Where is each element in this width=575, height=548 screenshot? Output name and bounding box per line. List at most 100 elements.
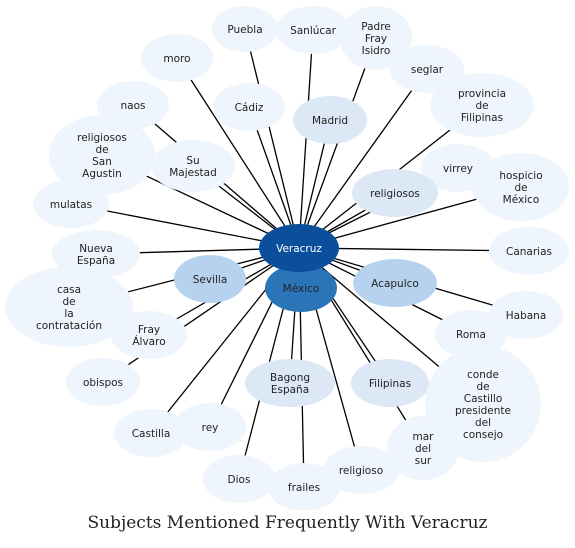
node-seglar-bubble — [390, 45, 464, 93]
node-rey-bubble — [174, 403, 246, 451]
node-roma: Roma — [435, 310, 507, 358]
node-religioso-bubble — [323, 446, 399, 494]
node-mulatas-label: mulatas — [50, 199, 92, 211]
node-habana: Habana — [489, 291, 563, 339]
node-rey-label: rey — [202, 422, 219, 434]
node-moro: moro — [141, 34, 213, 82]
node-mexico-bubble — [265, 264, 337, 312]
node-acapulco: Acapulco — [353, 259, 437, 307]
node-fray-alvaro-label: Fray Álvaro — [132, 324, 165, 348]
node-moro-label: moro — [163, 53, 190, 65]
node-rey: rey — [174, 403, 246, 451]
node-provincia-de-filipinas-bubble — [430, 73, 534, 137]
diagram-title: Subjects Mentioned Frequently With Verac… — [87, 513, 488, 533]
node-hospicio-de-mexico-bubble — [473, 153, 569, 221]
node-casa-de-la-contratacion-bubble — [5, 267, 133, 347]
node-filipinas-bubble — [351, 359, 429, 407]
node-acapulco-label: Acapulco — [371, 278, 419, 290]
node-center-label: Veracruz — [276, 243, 322, 255]
node-filipinas-label: Filipinas — [369, 378, 411, 390]
node-sevilla: Sevilla — [174, 255, 246, 303]
node-religioso: religioso — [323, 446, 399, 494]
node-puebla-label: Puebla — [227, 24, 262, 36]
node-su-majestad: Su Majestad — [151, 140, 235, 192]
node-habana-label: Habana — [506, 310, 547, 322]
edge-veracruz-obispos — [102, 247, 300, 383]
node-sanlucar-label: Sanlúcar — [290, 25, 337, 37]
node-canarias: Canarias — [489, 227, 569, 275]
node-habana-bubble — [489, 291, 563, 339]
node-provincia-de-filipinas-label: provincia de Filipinas — [458, 88, 506, 124]
node-castilla-label: Castilla — [132, 428, 171, 440]
node-canarias-bubble — [489, 227, 569, 275]
node-mexico-label: México — [283, 283, 320, 295]
node-padre-fray-isidro-label: Padre Fray Isidro — [361, 21, 391, 57]
node-mulatas: mulatas — [33, 180, 109, 228]
node-moro-bubble — [141, 34, 213, 82]
edge-veracruz-moro — [176, 57, 300, 249]
node-religioso-label: religioso — [339, 465, 383, 477]
node-su-majestad-label: Su Majestad — [169, 155, 217, 179]
node-cadiz-bubble — [213, 83, 285, 131]
node-puebla: Puebla — [212, 6, 278, 52]
node-nueva-espana: Nueva España — [52, 230, 140, 278]
nodes-layer: Puebla Sanlúcar Padre Fray Isidro moro seglar n… — [5, 6, 569, 510]
node-puebla-bubble — [212, 6, 278, 52]
node-cadiz: Cádiz — [213, 83, 285, 131]
node-hospicio-de-mexico-label: hospicio de México — [499, 170, 542, 206]
node-hospicio-de-mexico: hospicio de México — [473, 153, 569, 221]
node-madrid: Madrid — [293, 96, 367, 144]
node-bagong-espana-bubble — [245, 359, 335, 407]
node-obispos-bubble — [66, 358, 140, 406]
node-mar-del-sur: mar del sur — [387, 416, 459, 480]
node-mar-del-sur-bubble — [387, 416, 459, 480]
node-filipinas: Filipinas — [351, 359, 429, 407]
node-nueva-espana-label: Nueva España — [77, 243, 115, 267]
node-cadiz-label: Cádiz — [235, 102, 264, 114]
node-dios-label: Dios — [228, 474, 251, 486]
node-sanlucar-bubble — [276, 6, 350, 54]
node-religiosos: religiosos — [352, 169, 438, 217]
node-casa-de-la-contratacion: casa de la contratación — [5, 267, 133, 347]
node-roma-label: Roma — [456, 329, 486, 341]
edge-veracruz-sanlucar — [298, 29, 314, 249]
node-dios-bubble — [203, 455, 275, 503]
edge-veracruz-puebla — [244, 28, 300, 249]
node-casa-de-la-contratacion-label: casa de la contratación — [36, 284, 102, 332]
node-religiosos-de-san-agustin-bubble — [49, 115, 155, 195]
node-padre-fray-isidro-bubble — [340, 6, 412, 70]
node-mar-del-sur-label: mar del sur — [413, 431, 435, 467]
node-center-bubble — [259, 224, 339, 272]
node-conde-de-castillo-label: conde de Castillo presidente del consejo — [455, 369, 511, 441]
node-canarias-label: Canarias — [506, 246, 552, 258]
node-frailes-label: frailes — [288, 482, 320, 494]
node-religiosos-bubble — [352, 169, 438, 217]
node-religiosos-de-san-agustin-label: religiosos de San Agustin — [77, 132, 127, 180]
node-sevilla-bubble — [174, 255, 246, 303]
node-dios: Dios — [203, 455, 275, 503]
node-seglar: seglar — [390, 45, 464, 93]
node-acapulco-bubble — [353, 259, 437, 307]
edge-veracruz-seglar — [298, 68, 428, 249]
node-castilla-bubble — [114, 409, 188, 457]
node-religiosos-label: religiosos — [370, 188, 420, 200]
node-padre-fray-isidro: Padre Fray Isidro — [340, 6, 412, 70]
node-fray-alvaro: Fray Álvaro — [111, 311, 187, 359]
node-obispos: obispos — [66, 358, 140, 406]
node-sevilla-label: Sevilla — [193, 274, 228, 286]
node-virrey-label: virrey — [443, 163, 473, 175]
node-obispos-label: obispos — [83, 377, 123, 389]
node-bagong-espana-label: Bagong España — [270, 372, 310, 396]
node-bagong-espana: Bagong España — [245, 359, 335, 407]
node-roma-bubble — [435, 310, 507, 358]
node-naos-label: naos — [121, 100, 146, 112]
node-castilla: Castilla — [114, 409, 188, 457]
node-seglar-label: seglar — [411, 64, 444, 76]
node-religiosos-de-san-agustin: religiosos de San Agustin — [49, 115, 155, 195]
node-nueva-espana-bubble — [52, 230, 140, 278]
node-su-majestad-bubble — [151, 140, 235, 192]
node-provincia-de-filipinas: provincia de Filipinas — [430, 73, 534, 137]
node-mulatas-bubble — [33, 180, 109, 228]
node-sanlucar: Sanlúcar — [276, 6, 350, 54]
node-frailes-bubble — [268, 463, 340, 510]
